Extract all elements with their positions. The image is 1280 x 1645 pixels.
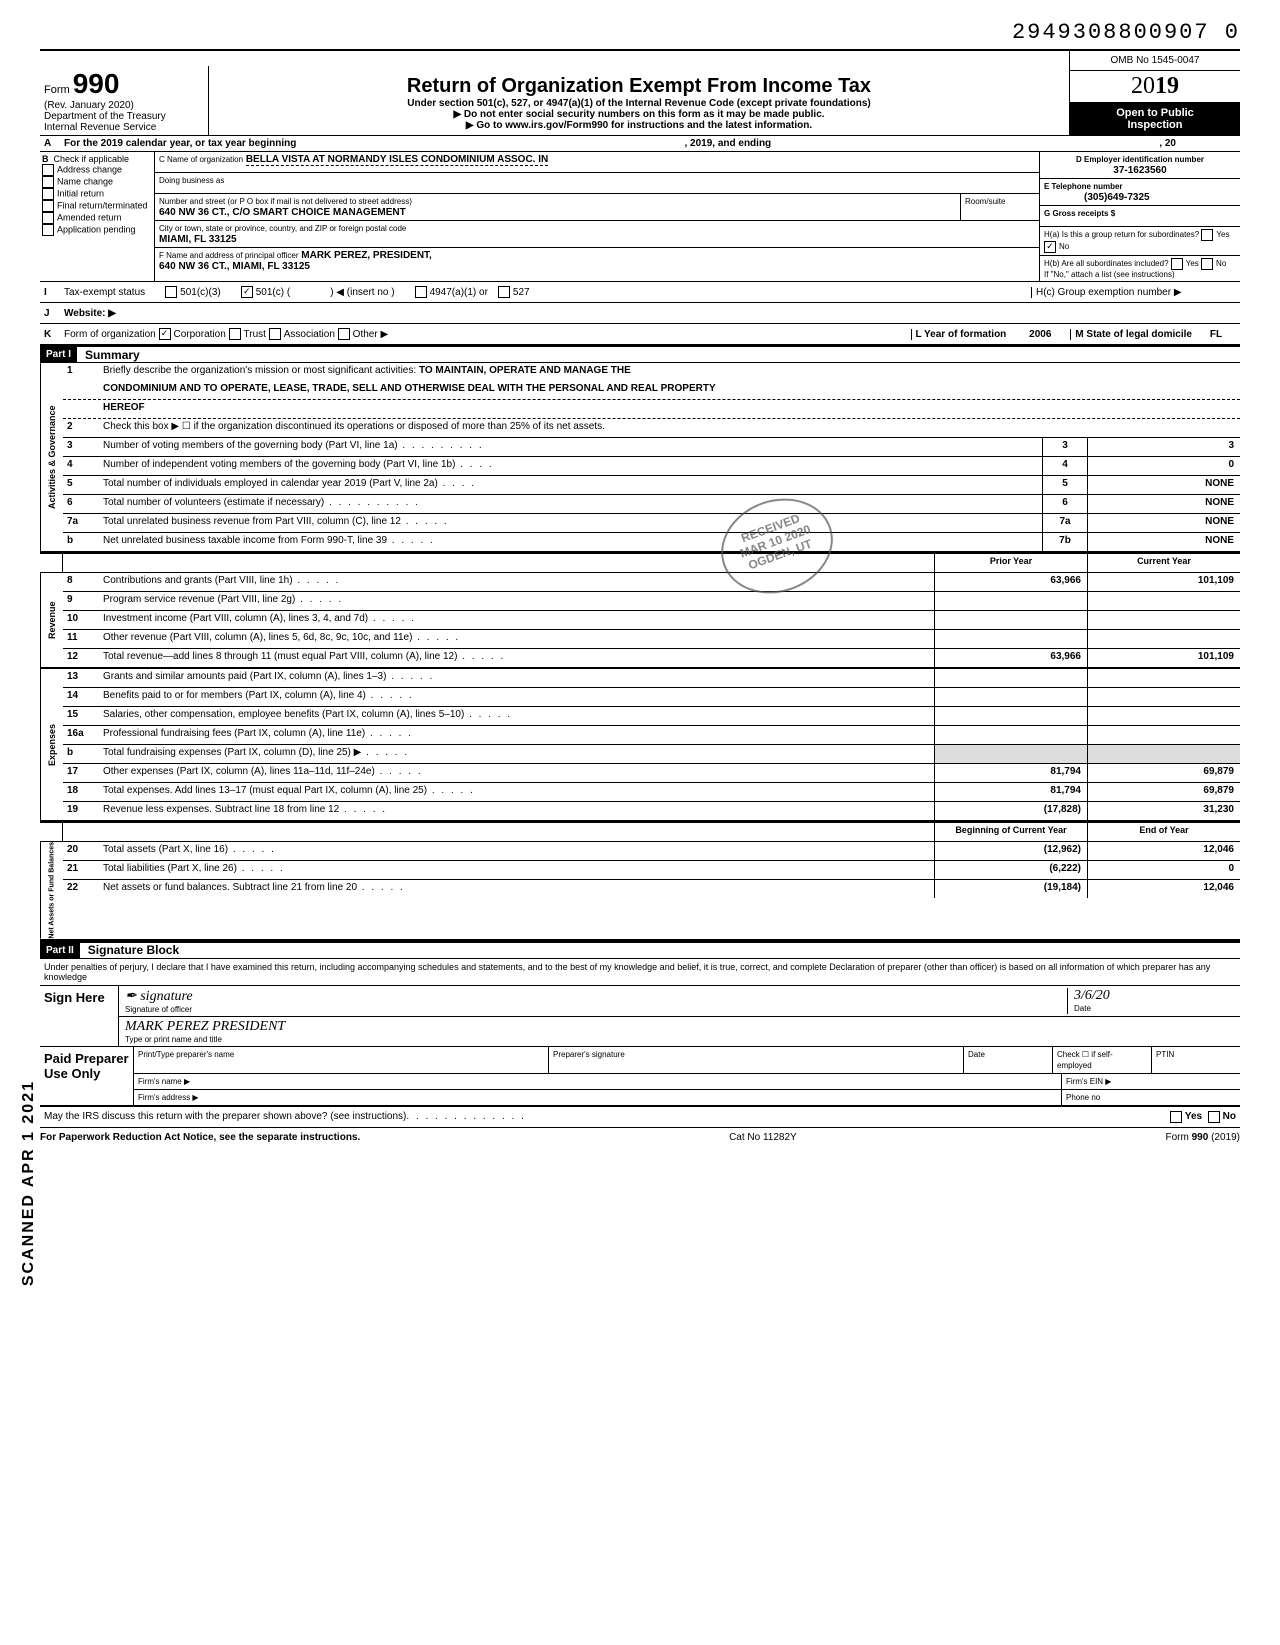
page-footer: For Paperwork Reduction Act Notice, see … [40,1128,1240,1143]
i-4947[interactable] [415,286,427,298]
form-irs: Internal Revenue Service [44,122,204,133]
officer-addr: 640 NW 36 CT., MIAMI, FL 33125 [159,261,310,272]
side-governance: Activities & Governance [40,363,63,551]
form-prefix: Form [44,84,70,96]
inspection-box: Open to Public Inspection [1070,103,1240,135]
mission-line2: CONDOMINIUM AND TO OPERATE, LEASE, TRADE… [99,381,1240,399]
ein: 37-1623560 [1113,165,1166,176]
table-row: 21Total liabilities (Part X, line 26) . … [63,861,1240,880]
title-col: Return of Organization Exempt From Incom… [209,71,1069,135]
hb-no[interactable] [1201,258,1213,270]
line7b-val: NONE [1087,533,1240,551]
header-serial: 2949308800907 0 [40,20,1240,45]
mayirs-yes[interactable] [1170,1111,1182,1123]
part2-header: Part II Signature Block [40,941,1240,959]
table-row: 11Other revenue (Part VIII, column (A), … [63,630,1240,649]
form-col: Form 990 (Rev. January 2020) Department … [40,66,209,135]
sign-date: 3/6/20 [1074,988,1234,1004]
k-trust[interactable] [229,328,241,340]
table-row: 13Grants and similar amounts paid (Part … [63,669,1240,688]
table-row: 22Net assets or fund balances. Subtract … [63,880,1240,898]
line5-val: NONE [1087,476,1240,494]
ha-yes[interactable] [1201,229,1213,241]
table-row: 10Investment income (Part VIII, column (… [63,611,1240,630]
phone: (305)649-7325 [1044,192,1150,203]
check-address[interactable] [42,164,54,176]
org-name: BELLA VISTA AT NORMANDY ISLES CONDOMINIU… [246,154,548,166]
scanned-stamp: SCANNED APR 1 2021 [20,1080,38,1286]
sign-here-label: Sign Here [40,986,118,1046]
paid-preparer-label: Paid Preparer Use Only [40,1047,134,1105]
table-row: 15Salaries, other compensation, employee… [63,707,1240,726]
col-prior: Prior Year [934,554,1087,572]
line-j: J Website: ▶ [40,303,1240,324]
i-527[interactable] [498,286,510,298]
table-row: 12Total revenue—add lines 8 through 11 (… [63,649,1240,667]
col-end: End of Year [1087,823,1240,841]
table-row: 9Program service revenue (Part VIII, lin… [63,592,1240,611]
table-row: 14Benefits paid to or for members (Part … [63,688,1240,707]
table-row: bTotal fundraising expenses (Part IX, co… [63,745,1240,764]
col-current: Current Year [1087,554,1240,572]
i-501c[interactable] [241,286,253,298]
side-netassets: Net Assets or Fund Balances [40,842,63,939]
hb-yes[interactable] [1171,258,1183,270]
subtitle3: ▶ Go to www.irs.gov/Form990 for instruct… [213,120,1065,131]
line6-val: NONE [1087,495,1240,513]
form-number: 990 [73,68,120,99]
part1-header: Part I Summary [40,345,1240,363]
col-c: C Name of organization BELLA VISTA AT NO… [155,152,1040,281]
side-revenue: Revenue [40,573,63,667]
col-d: D Employer identification number37-16235… [1040,152,1240,281]
form-year: 20201919 [1070,71,1240,103]
ha-no[interactable] [1044,241,1056,253]
k-corp[interactable] [159,328,171,340]
i-501c3[interactable] [165,286,177,298]
officer-signature: ✒︎ signature [125,988,1067,1005]
table-row: 17Other expenses (Part IX, column (A), l… [63,764,1240,783]
mayirs-no[interactable] [1208,1111,1220,1123]
table-row: 18Total expenses. Add lines 13–17 (must … [63,783,1240,802]
check-name[interactable] [42,176,54,188]
form-rev: (Rev. January 2020) [44,100,204,111]
line4-val: 0 [1087,457,1240,475]
org-address: 640 NW 36 CT., C/O SMART CHOICE MANAGEME… [159,207,406,218]
k-assoc[interactable] [269,328,281,340]
line7a-val: NONE [1087,514,1240,532]
side-expenses: Expenses [40,669,63,820]
mission-line3: HEREOF [99,400,1240,418]
col-begin: Beginning of Current Year [934,823,1087,841]
line3-val: 3 [1087,438,1240,456]
officer-name: MARK PEREZ, PRESIDENT, [301,250,432,261]
table-row: 19Revenue less expenses. Subtract line 1… [63,802,1240,820]
form-dept: Department of the Treasury [44,111,204,122]
check-final[interactable] [42,200,54,212]
line-i: I Tax-exempt status 501(c)(3) 501(c) ( )… [40,282,1240,303]
omb-col: OMB No 1545-0047 20201919 Open to Public… [1069,51,1240,135]
check-pending[interactable] [42,224,54,236]
line-a: A For the 2019 calendar year, or tax yea… [40,135,1240,152]
table-row: 16aProfessional fundraising fees (Part I… [63,726,1240,745]
mission-line1: TO MAINTAIN, OPERATE AND MANAGE THE [419,365,631,376]
k-other[interactable] [338,328,350,340]
perjury-text: Under penalties of perjury, I declare th… [40,959,1240,986]
year-formation: 2006 [1010,329,1070,340]
state-domicile: FL [1196,329,1236,340]
omb-number: OMB No 1545-0047 [1070,51,1240,71]
line-k: K Form of organization Corporation Trust… [40,324,1240,345]
officer-print-name: MARK PEREZ PRESIDENT [125,1019,1234,1035]
table-row: 8Contributions and grants (Part VIII, li… [63,573,1240,592]
may-irs-row: May the IRS discuss this return with the… [40,1107,1240,1128]
check-amended[interactable] [42,212,54,224]
col-b: B Check if applicable Address change Nam… [40,152,155,281]
table-row: 20Total assets (Part X, line 16) . . . .… [63,842,1240,861]
check-initial[interactable] [42,188,54,200]
form-title: Return of Organization Exempt From Incom… [213,75,1065,98]
org-city: MIAMI, FL 33125 [159,234,237,245]
subtitle2: ▶ Do not enter social security numbers o… [213,109,1065,120]
subtitle1: Under section 501(c), 527, or 4947(a)(1)… [213,98,1065,109]
